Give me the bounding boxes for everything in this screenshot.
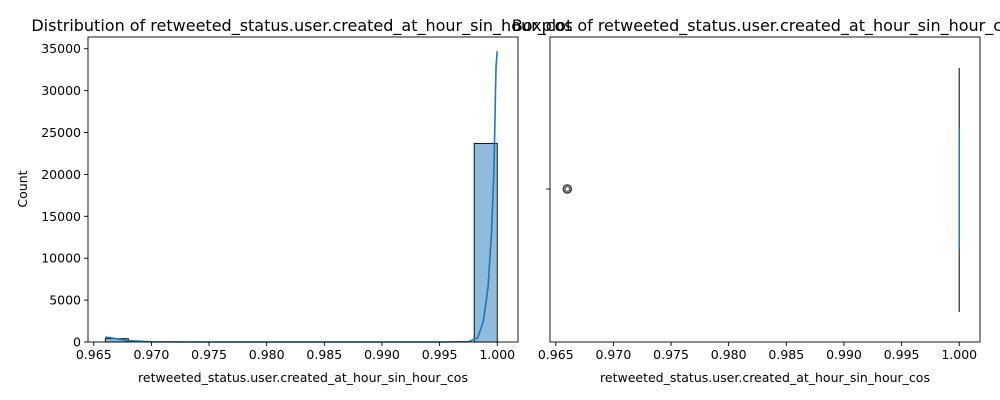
boxplot-axes-frame [549, 36, 981, 343]
y-tick-label: 35000 [41, 41, 81, 56]
y-tick-label: 15000 [41, 209, 81, 224]
boxplot-panel: Boxplot of retweeted_status.user.created… [512, 16, 1000, 385]
kde-curve [105, 51, 498, 343]
x-tick-label: 0.990 [364, 347, 400, 362]
x-tick-label: 0.995 [422, 347, 458, 362]
x-tick-label: 0.965 [76, 347, 112, 362]
x-tick-label: 0.980 [249, 347, 285, 362]
x-tick-label: 0.975 [653, 347, 689, 362]
x-tick-label: 0.985 [306, 347, 342, 362]
x-tick-label: 0.995 [884, 347, 920, 362]
histogram-bars [104, 142, 498, 343]
x-tick-label: 0.970 [596, 347, 632, 362]
x-tick-label: 1.000 [479, 347, 515, 362]
x-tick-label: 0.990 [826, 347, 862, 362]
outlier-point [564, 186, 571, 192]
x-tick-label: 0.975 [191, 347, 227, 362]
x-tick-label: 0.970 [134, 347, 170, 362]
y-tick-label: 25000 [41, 125, 81, 140]
y-tick-label: 10000 [41, 251, 81, 266]
x-tick-label: 0.985 [768, 347, 804, 362]
histogram-panel: Distribution of retweeted_status.user.cr… [15, 16, 573, 385]
histogram-y-ticks: 0 5000 10000 15000 20000 25000 30000 35000 [41, 41, 88, 350]
y-tick-label: 20000 [41, 167, 81, 182]
y-tick-label: 0 [73, 335, 81, 350]
histogram-axes-frame [87, 36, 519, 343]
boxplot-x-ticks: 0.965 0.970 0.975 0.980 0.985 0.990 0.995 1.000 [538, 342, 977, 362]
histogram-x-label: retweeted_status.user.created_at_hour_si… [138, 370, 468, 385]
outlier-point [562, 184, 573, 194]
histogram-y-label: Count [15, 170, 30, 207]
y-tick-label: 30000 [41, 83, 81, 98]
y-tick-label: 5000 [49, 293, 81, 308]
x-tick-label: 1.000 [941, 347, 977, 362]
histogram-title: Distribution of retweeted_status.user.cr… [31, 16, 572, 36]
x-tick-label: 0.965 [538, 347, 574, 362]
histogram-x-ticks: 0.965 0.970 0.975 0.980 0.985 0.990 0.995 1.000 [76, 342, 515, 362]
boxplot-title: Boxplot of retweeted_status.user.created… [512, 16, 1000, 36]
boxplot-elements [562, 68, 960, 312]
x-tick-label: 0.980 [711, 347, 747, 362]
boxplot-x-label: retweeted_status.user.created_at_hour_si… [600, 370, 930, 385]
